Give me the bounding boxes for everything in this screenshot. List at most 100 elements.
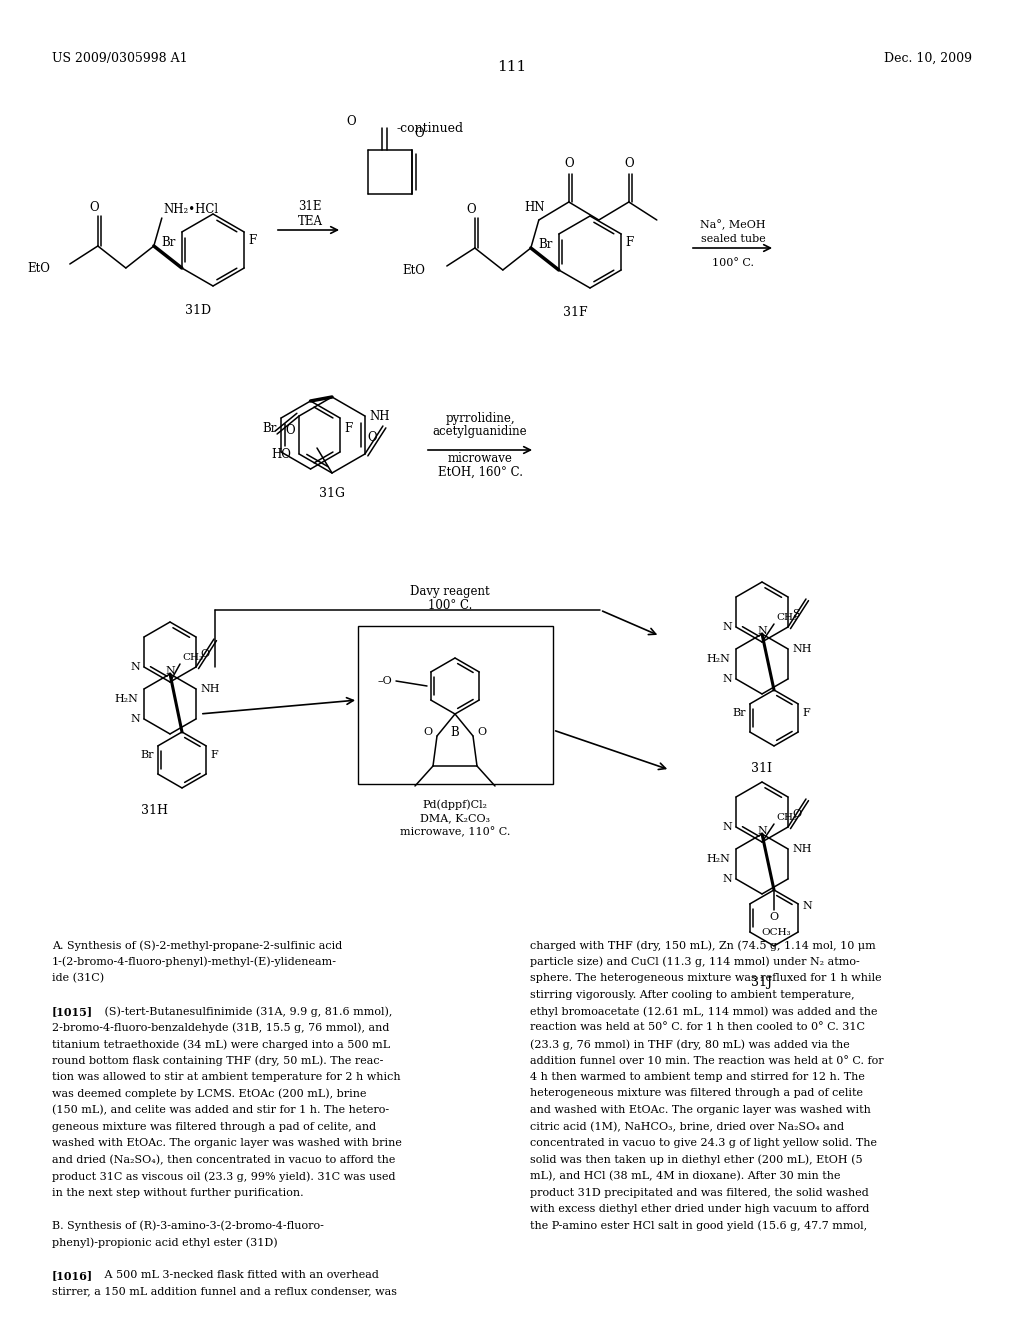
Text: O: O — [624, 157, 634, 170]
Text: (150 mL), and celite was added and stir for 1 h. The hetero-: (150 mL), and celite was added and stir … — [52, 1105, 389, 1115]
Text: 100° C.: 100° C. — [712, 257, 754, 268]
Text: 1-(2-bromo-4-fluoro-phenyl)-methyl-(E)-ylideneam-: 1-(2-bromo-4-fluoro-phenyl)-methyl-(E)-y… — [52, 957, 337, 968]
Text: Dec. 10, 2009: Dec. 10, 2009 — [884, 51, 972, 65]
Text: and washed with EtOAc. The organic layer was washed with: and washed with EtOAc. The organic layer… — [530, 1105, 870, 1115]
Text: (S)-tert-Butanesulfinimide (31A, 9.9 g, 81.6 mmol),: (S)-tert-Butanesulfinimide (31A, 9.9 g, … — [94, 1006, 392, 1016]
Text: heterogeneous mixture was filtered through a pad of celite: heterogeneous mixture was filtered throu… — [530, 1089, 863, 1098]
Text: ide (31C): ide (31C) — [52, 973, 104, 983]
Text: CH₃: CH₃ — [776, 813, 797, 822]
Text: O: O — [477, 727, 486, 737]
Text: 31J: 31J — [752, 975, 772, 989]
Text: N: N — [130, 663, 140, 672]
Text: 100° C.: 100° C. — [428, 599, 472, 612]
Text: 31E: 31E — [298, 201, 322, 213]
Text: [1016]: [1016] — [52, 1270, 93, 1280]
Text: [1015]: [1015] — [52, 1006, 93, 1016]
Text: sealed tube: sealed tube — [700, 234, 765, 244]
Text: round bottom flask containing THF (dry, 50 mL). The reac-: round bottom flask containing THF (dry, … — [52, 1056, 383, 1067]
Text: -continued: -continued — [396, 121, 464, 135]
Text: phenyl)-propionic acid ethyl ester (31D): phenyl)-propionic acid ethyl ester (31D) — [52, 1237, 278, 1247]
Text: reaction was held at 50° C. for 1 h then cooled to 0° C. 31C: reaction was held at 50° C. for 1 h then… — [530, 1023, 865, 1032]
Text: OCH₃: OCH₃ — [761, 928, 791, 937]
Text: O: O — [346, 115, 356, 128]
Text: N: N — [722, 874, 732, 884]
Text: microwave: microwave — [447, 451, 512, 465]
Text: O: O — [89, 201, 98, 214]
Text: 4 h then warmed to ambient temp and stirred for 12 h. The: 4 h then warmed to ambient temp and stir… — [530, 1072, 865, 1082]
Text: O: O — [200, 649, 209, 659]
Text: HO: HO — [271, 447, 291, 461]
Text: B. Synthesis of (R)-3-amino-3-(2-bromo-4-fluoro-: B. Synthesis of (R)-3-amino-3-(2-bromo-4… — [52, 1221, 324, 1232]
Text: O: O — [792, 809, 801, 818]
Text: Br: Br — [263, 422, 278, 436]
Text: H₂N: H₂N — [707, 854, 730, 865]
Text: NH: NH — [792, 644, 811, 653]
Text: concentrated in vacuo to give 24.3 g of light yellow solid. The: concentrated in vacuo to give 24.3 g of … — [530, 1138, 877, 1148]
Text: O: O — [564, 157, 573, 170]
Text: NH: NH — [792, 843, 811, 854]
Text: 31D: 31D — [185, 304, 211, 317]
Text: F: F — [626, 236, 634, 249]
Text: Pd(dppf)Cl₂: Pd(dppf)Cl₂ — [423, 799, 487, 809]
Text: citric acid (1M), NaHCO₃, brine, dried over Na₂SO₄ and: citric acid (1M), NaHCO₃, brine, dried o… — [530, 1122, 844, 1131]
Text: pyrrolidine,: pyrrolidine, — [445, 412, 515, 425]
Text: acetylguanidine: acetylguanidine — [433, 425, 527, 438]
Text: O: O — [466, 203, 475, 216]
Text: Davy reagent: Davy reagent — [411, 585, 489, 598]
Text: O: O — [414, 127, 424, 140]
Text: O: O — [769, 912, 778, 921]
Text: sphere. The heterogeneous mixture was refluxed for 1 h while: sphere. The heterogeneous mixture was re… — [530, 973, 882, 983]
Text: addition funnel over 10 min. The reaction was held at 0° C. for: addition funnel over 10 min. The reactio… — [530, 1056, 884, 1065]
Text: Br: Br — [140, 750, 154, 760]
Text: S: S — [792, 609, 800, 619]
Text: N: N — [165, 667, 175, 676]
Text: charged with THF (dry, 150 mL), Zn (74.5 g, 1.14 mol, 10 μm: charged with THF (dry, 150 mL), Zn (74.5… — [530, 940, 876, 950]
Text: ethyl bromoacetate (12.61 mL, 114 mmol) was added and the: ethyl bromoacetate (12.61 mL, 114 mmol) … — [530, 1006, 878, 1016]
Text: Br: Br — [732, 708, 745, 718]
Text: N: N — [757, 826, 767, 836]
Text: geneous mixture was filtered through a pad of celite, and: geneous mixture was filtered through a p… — [52, 1122, 376, 1131]
Text: mL), and HCl (38 mL, 4M in dioxane). After 30 min the: mL), and HCl (38 mL, 4M in dioxane). Aft… — [530, 1171, 841, 1181]
Text: N: N — [802, 902, 812, 911]
Text: NH: NH — [200, 684, 219, 694]
Text: CH₃: CH₃ — [776, 612, 797, 622]
Text: Br: Br — [539, 238, 553, 251]
Text: in the next step without further purification.: in the next step without further purific… — [52, 1188, 304, 1197]
Text: O: O — [286, 424, 295, 437]
Text: N: N — [722, 822, 732, 832]
Text: was deemed complete by LCMS. EtOAc (200 mL), brine: was deemed complete by LCMS. EtOAc (200 … — [52, 1089, 367, 1100]
Text: Na°, MeOH: Na°, MeOH — [700, 219, 766, 230]
Text: 31I: 31I — [752, 762, 772, 775]
Text: NH₂•HCl: NH₂•HCl — [164, 203, 219, 216]
Text: F: F — [802, 708, 810, 718]
Text: CH₃: CH₃ — [182, 653, 203, 663]
Text: TEA: TEA — [298, 215, 323, 228]
Text: N: N — [722, 622, 732, 632]
Text: H₂N: H₂N — [707, 653, 730, 664]
Text: –O: –O — [378, 676, 393, 686]
Text: N: N — [757, 626, 767, 636]
Text: EtO: EtO — [27, 261, 50, 275]
Text: 31F: 31F — [562, 306, 588, 319]
Text: tion was allowed to stir at ambient temperature for 2 h which: tion was allowed to stir at ambient temp… — [52, 1072, 400, 1082]
Text: F: F — [210, 750, 218, 760]
Bar — [358, 626, 553, 784]
Text: washed with EtOAc. The organic layer was washed with brine: washed with EtOAc. The organic layer was… — [52, 1138, 401, 1148]
Text: F: F — [344, 422, 352, 436]
Text: N: N — [722, 675, 732, 684]
Text: stirring vigorously. After cooling to ambient temperature,: stirring vigorously. After cooling to am… — [530, 990, 855, 999]
Text: 31H: 31H — [141, 804, 169, 817]
Text: Br: Br — [162, 236, 176, 249]
Text: A. Synthesis of (S)-2-methyl-propane-2-sulfinic acid: A. Synthesis of (S)-2-methyl-propane-2-s… — [52, 940, 342, 950]
Text: microwave, 110° C.: microwave, 110° C. — [399, 828, 510, 838]
Text: product 31C as viscous oil (23.3 g, 99% yield). 31C was used: product 31C as viscous oil (23.3 g, 99% … — [52, 1171, 395, 1181]
Text: HN: HN — [524, 201, 545, 214]
Text: EtOH, 160° C.: EtOH, 160° C. — [437, 466, 522, 479]
Text: NH: NH — [369, 409, 389, 422]
Text: (23.3 g, 76 mmol) in THF (dry, 80 mL) was added via the: (23.3 g, 76 mmol) in THF (dry, 80 mL) wa… — [530, 1039, 850, 1049]
Text: US 2009/0305998 A1: US 2009/0305998 A1 — [52, 51, 187, 65]
Text: EtO: EtO — [402, 264, 425, 276]
Text: H₂N: H₂N — [114, 694, 138, 704]
Text: solid was then taken up in diethyl ether (200 mL), EtOH (5: solid was then taken up in diethyl ether… — [530, 1155, 862, 1166]
Text: particle size) and CuCl (11.3 g, 114 mmol) under N₂ atmo-: particle size) and CuCl (11.3 g, 114 mmo… — [530, 957, 860, 968]
